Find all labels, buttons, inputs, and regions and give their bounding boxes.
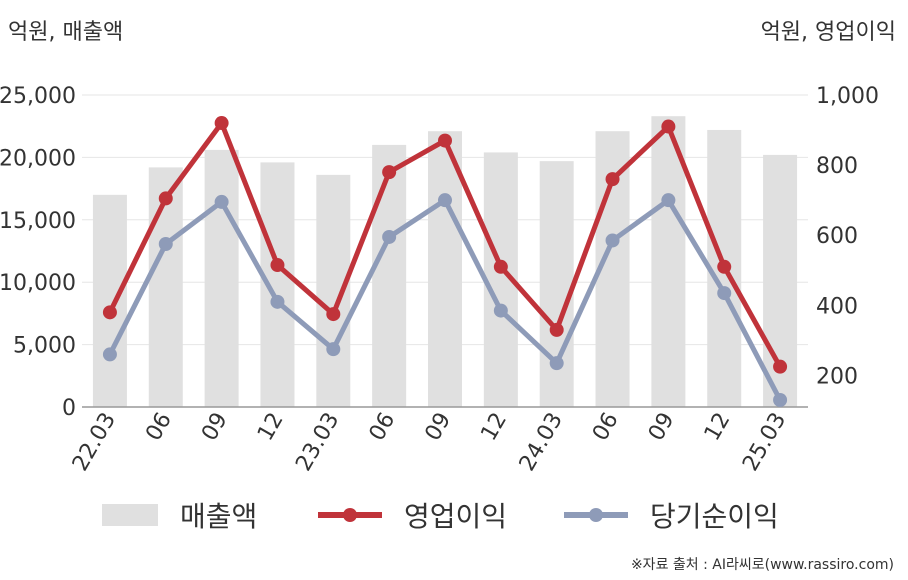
operating-profit-point	[158, 191, 173, 206]
x-tick-label: 25.03	[738, 409, 791, 476]
x-tick-label: 09	[421, 409, 457, 446]
x-tick-label: 06	[588, 409, 624, 446]
bar	[651, 116, 686, 407]
right-tick-label: 400	[816, 294, 858, 319]
legend-item-operating-profit: 영업이익	[318, 490, 507, 540]
x-tick-label: 09	[644, 409, 680, 446]
net-income-point	[102, 347, 117, 362]
net-income-point	[214, 194, 229, 209]
x-tick-label: 12	[253, 409, 289, 446]
operating-profit-point	[382, 165, 397, 180]
net-income-point	[493, 303, 508, 318]
legend-swatch-line-red	[318, 508, 382, 522]
net-income-point	[605, 233, 620, 248]
legend-item-revenue: 매출액	[102, 490, 257, 540]
left-tick-label: 25,000	[0, 84, 76, 109]
net-income-point	[438, 193, 452, 208]
operating-profit-point	[773, 359, 788, 374]
bar	[204, 149, 239, 408]
operating-profit-point	[326, 307, 341, 322]
operating-profit-point	[717, 259, 732, 274]
bar	[428, 131, 462, 407]
left-tick-label: 20,000	[0, 146, 76, 171]
bar	[372, 144, 407, 408]
operating-profit-point	[661, 119, 676, 134]
legend-label-operating-profit: 영업이익	[404, 500, 508, 533]
left-axis-unit: 억원, 매출액	[8, 20, 124, 45]
x-tick-label: 09	[197, 409, 233, 446]
operating-profit-point	[605, 172, 620, 187]
source-credit: ※자료 출처 : AI라씨로(www.rassiro.com)	[630, 557, 894, 573]
right-tick-label: 800	[816, 154, 858, 179]
operating-profit-point	[102, 305, 117, 320]
net-income-point	[270, 294, 285, 309]
operating-profit-point	[214, 116, 229, 131]
net-income-point	[158, 236, 173, 251]
x-tick-label: 06	[141, 409, 177, 446]
bar	[148, 167, 183, 407]
legend-label-revenue: 매출액	[180, 500, 258, 533]
x-tick-label: 12	[476, 409, 512, 446]
operating-profit-point	[438, 133, 452, 148]
left-tick-label: 10,000	[0, 271, 76, 296]
right-tick-label: 200	[816, 364, 858, 389]
bar	[92, 194, 127, 407]
net-income-point	[326, 342, 341, 357]
left-tick-label: 15,000	[0, 209, 76, 234]
x-tick-label: 23.03	[291, 409, 344, 476]
net-income-point	[382, 229, 397, 244]
left-tick-label: 5,000	[13, 334, 76, 359]
right-tick-label: 600	[816, 224, 858, 249]
operating-profit-point	[270, 258, 285, 273]
x-tick-label: 24.03	[515, 409, 568, 476]
right-tick-label: 1,000	[816, 84, 879, 109]
legend-label-net-income: 당기순이익	[650, 500, 779, 533]
legend-item-net-income: 당기순이익	[564, 490, 779, 540]
x-tick-label: 06	[365, 409, 401, 446]
legend: 매출액 영업이익 당기순이익	[0, 490, 908, 540]
net-income-point	[773, 392, 788, 407]
right-axis-unit: 억원, 영업이익	[760, 20, 896, 45]
net-income-point	[661, 193, 676, 208]
left-tick-label: 0	[62, 396, 76, 421]
legend-swatch-bar	[102, 504, 158, 526]
net-income-point	[717, 286, 732, 301]
operating-profit-point	[493, 259, 508, 274]
legend-swatch-line-blue	[564, 508, 628, 522]
operating-profit-point	[549, 322, 564, 337]
net-income-point	[549, 356, 564, 371]
x-tick-label: 12	[700, 409, 736, 446]
bar	[316, 174, 351, 407]
